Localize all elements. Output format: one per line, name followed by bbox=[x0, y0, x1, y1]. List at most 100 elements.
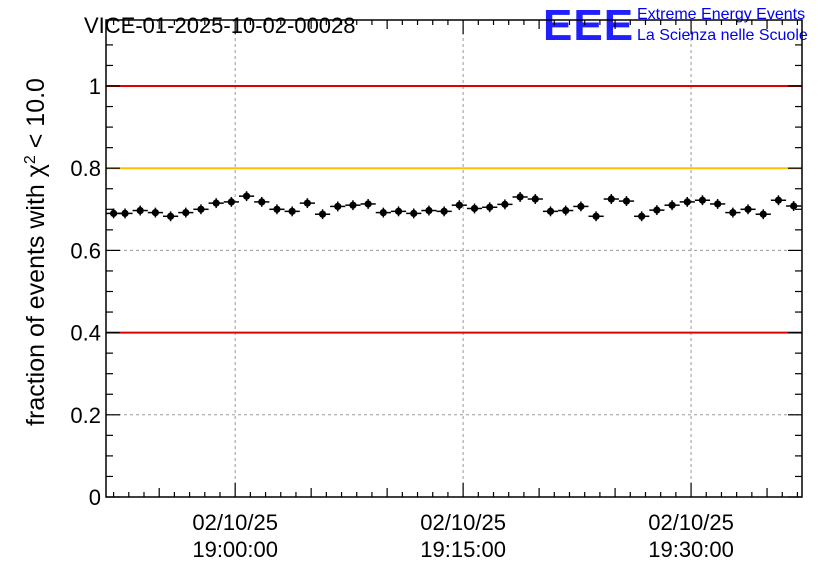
point-marker bbox=[425, 206, 433, 215]
point-marker bbox=[774, 196, 783, 204]
data-point bbox=[618, 196, 635, 207]
data-point bbox=[360, 199, 376, 209]
data-point bbox=[406, 208, 422, 219]
point-marker bbox=[318, 210, 327, 218]
data-point bbox=[147, 207, 163, 218]
eee-logo: EEE Extreme Energy Events La Scienza nel… bbox=[543, 1, 808, 50]
point-marker bbox=[562, 206, 570, 215]
data-point bbox=[269, 204, 285, 215]
data-point bbox=[755, 209, 771, 220]
point-marker bbox=[258, 198, 266, 206]
point-marker bbox=[455, 201, 463, 209]
data-point bbox=[603, 194, 619, 204]
y-tick-label: 1 bbox=[89, 74, 101, 99]
point-marker bbox=[790, 202, 798, 210]
axes: 00.20.40.60.8102/10/2519:00:0002/10/2519… bbox=[70, 19, 803, 562]
y-tick-label: 0.6 bbox=[70, 238, 101, 263]
point-marker bbox=[136, 206, 144, 215]
y-tick-label: 0 bbox=[89, 485, 101, 510]
data-point bbox=[588, 211, 604, 222]
data-point bbox=[436, 206, 452, 217]
point-marker bbox=[273, 205, 281, 213]
data-point bbox=[330, 201, 346, 212]
data-point bbox=[786, 201, 802, 211]
point-marker bbox=[486, 203, 494, 211]
reference-lines bbox=[106, 85, 802, 334]
data-point bbox=[482, 202, 498, 213]
point-marker bbox=[668, 201, 676, 209]
y-tick-label: 0.8 bbox=[70, 156, 101, 181]
data-point bbox=[512, 192, 528, 202]
point-marker bbox=[288, 207, 296, 215]
point-marker bbox=[729, 208, 737, 217]
point-marker bbox=[607, 195, 615, 203]
point-marker bbox=[303, 199, 311, 207]
data-point bbox=[254, 196, 270, 207]
x-tick-label-date: 02/10/25 bbox=[420, 510, 506, 535]
data-point bbox=[573, 201, 589, 212]
chart-title: VICE-01-2025-10-02-00028 bbox=[84, 13, 356, 38]
data-point bbox=[694, 195, 711, 206]
data-point bbox=[421, 205, 437, 216]
data-point bbox=[527, 194, 543, 204]
x-tick-label-time: 19:30:00 bbox=[648, 537, 734, 562]
point-marker bbox=[516, 193, 524, 201]
point-marker bbox=[349, 201, 357, 209]
x-tick-label-date: 02/10/25 bbox=[648, 510, 734, 535]
y-axis-label: fraction of events with χ2 < 10.0 bbox=[22, 78, 50, 426]
data-point bbox=[117, 208, 133, 219]
point-marker bbox=[394, 207, 403, 215]
data-point bbox=[710, 199, 726, 209]
data-point bbox=[451, 200, 467, 211]
x-tick-label-time: 19:15:00 bbox=[420, 537, 506, 562]
data-point bbox=[193, 204, 209, 215]
point-marker bbox=[227, 198, 235, 206]
data-point bbox=[208, 198, 224, 209]
logo-line-1: Extreme Energy Events bbox=[637, 6, 805, 23]
data-point bbox=[770, 195, 787, 206]
data-point bbox=[542, 206, 559, 217]
y-axis-label-sup: 2 bbox=[22, 155, 39, 164]
data-point bbox=[132, 205, 148, 216]
point-marker bbox=[759, 210, 767, 218]
y-axis-label-tail: < 10.0 bbox=[22, 78, 50, 155]
point-marker bbox=[470, 204, 479, 213]
x-tick-label-time: 19:00:00 bbox=[192, 537, 278, 562]
data-points bbox=[106, 191, 802, 222]
grid bbox=[106, 20, 802, 497]
data-point bbox=[345, 200, 361, 211]
data-point bbox=[223, 196, 239, 207]
point-marker bbox=[364, 200, 372, 208]
plot-frame bbox=[105, 19, 803, 498]
point-marker bbox=[182, 208, 190, 217]
point-marker bbox=[166, 212, 175, 220]
data-point bbox=[284, 206, 300, 217]
point-marker bbox=[501, 200, 509, 208]
data-point bbox=[664, 200, 680, 211]
data-point bbox=[725, 207, 741, 218]
data-point bbox=[649, 205, 665, 216]
data-point bbox=[162, 211, 179, 222]
data-point bbox=[299, 198, 315, 209]
point-marker bbox=[379, 208, 387, 217]
logo-mark: EEE bbox=[543, 1, 634, 50]
point-marker bbox=[577, 202, 585, 211]
point-marker bbox=[698, 196, 707, 204]
point-marker bbox=[531, 195, 539, 203]
point-marker bbox=[592, 212, 600, 220]
point-marker bbox=[151, 208, 159, 217]
x-tick-label-date: 02/10/25 bbox=[192, 510, 278, 535]
data-point bbox=[679, 196, 695, 207]
point-marker bbox=[744, 205, 752, 213]
point-marker bbox=[683, 198, 691, 206]
point-marker bbox=[440, 207, 448, 215]
point-marker bbox=[546, 207, 555, 215]
point-marker bbox=[334, 202, 342, 211]
data-point bbox=[740, 204, 756, 215]
point-marker bbox=[242, 192, 251, 200]
point-marker bbox=[622, 197, 631, 205]
data-point bbox=[390, 206, 407, 217]
y-tick-label: 0.2 bbox=[70, 403, 101, 428]
data-point bbox=[178, 207, 194, 218]
